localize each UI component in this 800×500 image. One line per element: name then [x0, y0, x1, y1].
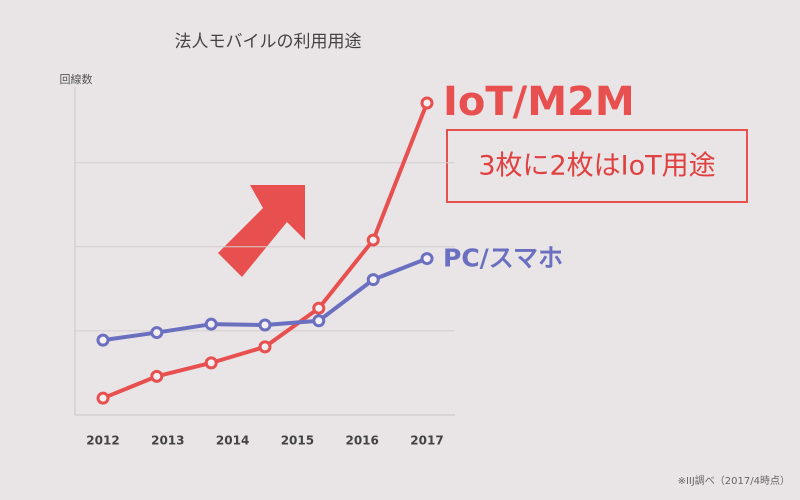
- data-point: [420, 252, 434, 266]
- chart-title: 法人モバイルの利用用途: [175, 32, 362, 52]
- data-point: [150, 326, 164, 340]
- legend-label: PC/スマホ: [443, 244, 563, 273]
- data-point: [420, 96, 434, 110]
- trend-arrow: [218, 185, 305, 277]
- source-note: ※IIJ調べ（2017/4時点）: [678, 474, 790, 487]
- data-point: [150, 369, 164, 383]
- x-tick-label: 2015: [281, 434, 314, 448]
- x-tick-label: 2012: [86, 434, 119, 448]
- callout-text: 3枚に2枚はIoT用途: [478, 151, 715, 182]
- data-point: [204, 356, 218, 370]
- x-tick-label: 2016: [345, 434, 378, 448]
- data-point: [366, 273, 380, 287]
- data-point: [312, 314, 326, 328]
- data-point: [204, 317, 218, 331]
- callout-box: [446, 129, 748, 203]
- y-axis-label: 回線数: [60, 72, 93, 86]
- data-point: [96, 333, 110, 347]
- data-point: [96, 391, 110, 405]
- x-tick-label: 2017: [410, 434, 443, 448]
- x-tick-label: 2014: [216, 434, 249, 448]
- data-point: [258, 340, 272, 354]
- data-point: [258, 318, 272, 332]
- x-tick-label: 2013: [151, 434, 184, 448]
- data-point: [312, 301, 326, 315]
- data-point: [366, 233, 380, 247]
- legend-label: IoT/M2M: [443, 79, 635, 125]
